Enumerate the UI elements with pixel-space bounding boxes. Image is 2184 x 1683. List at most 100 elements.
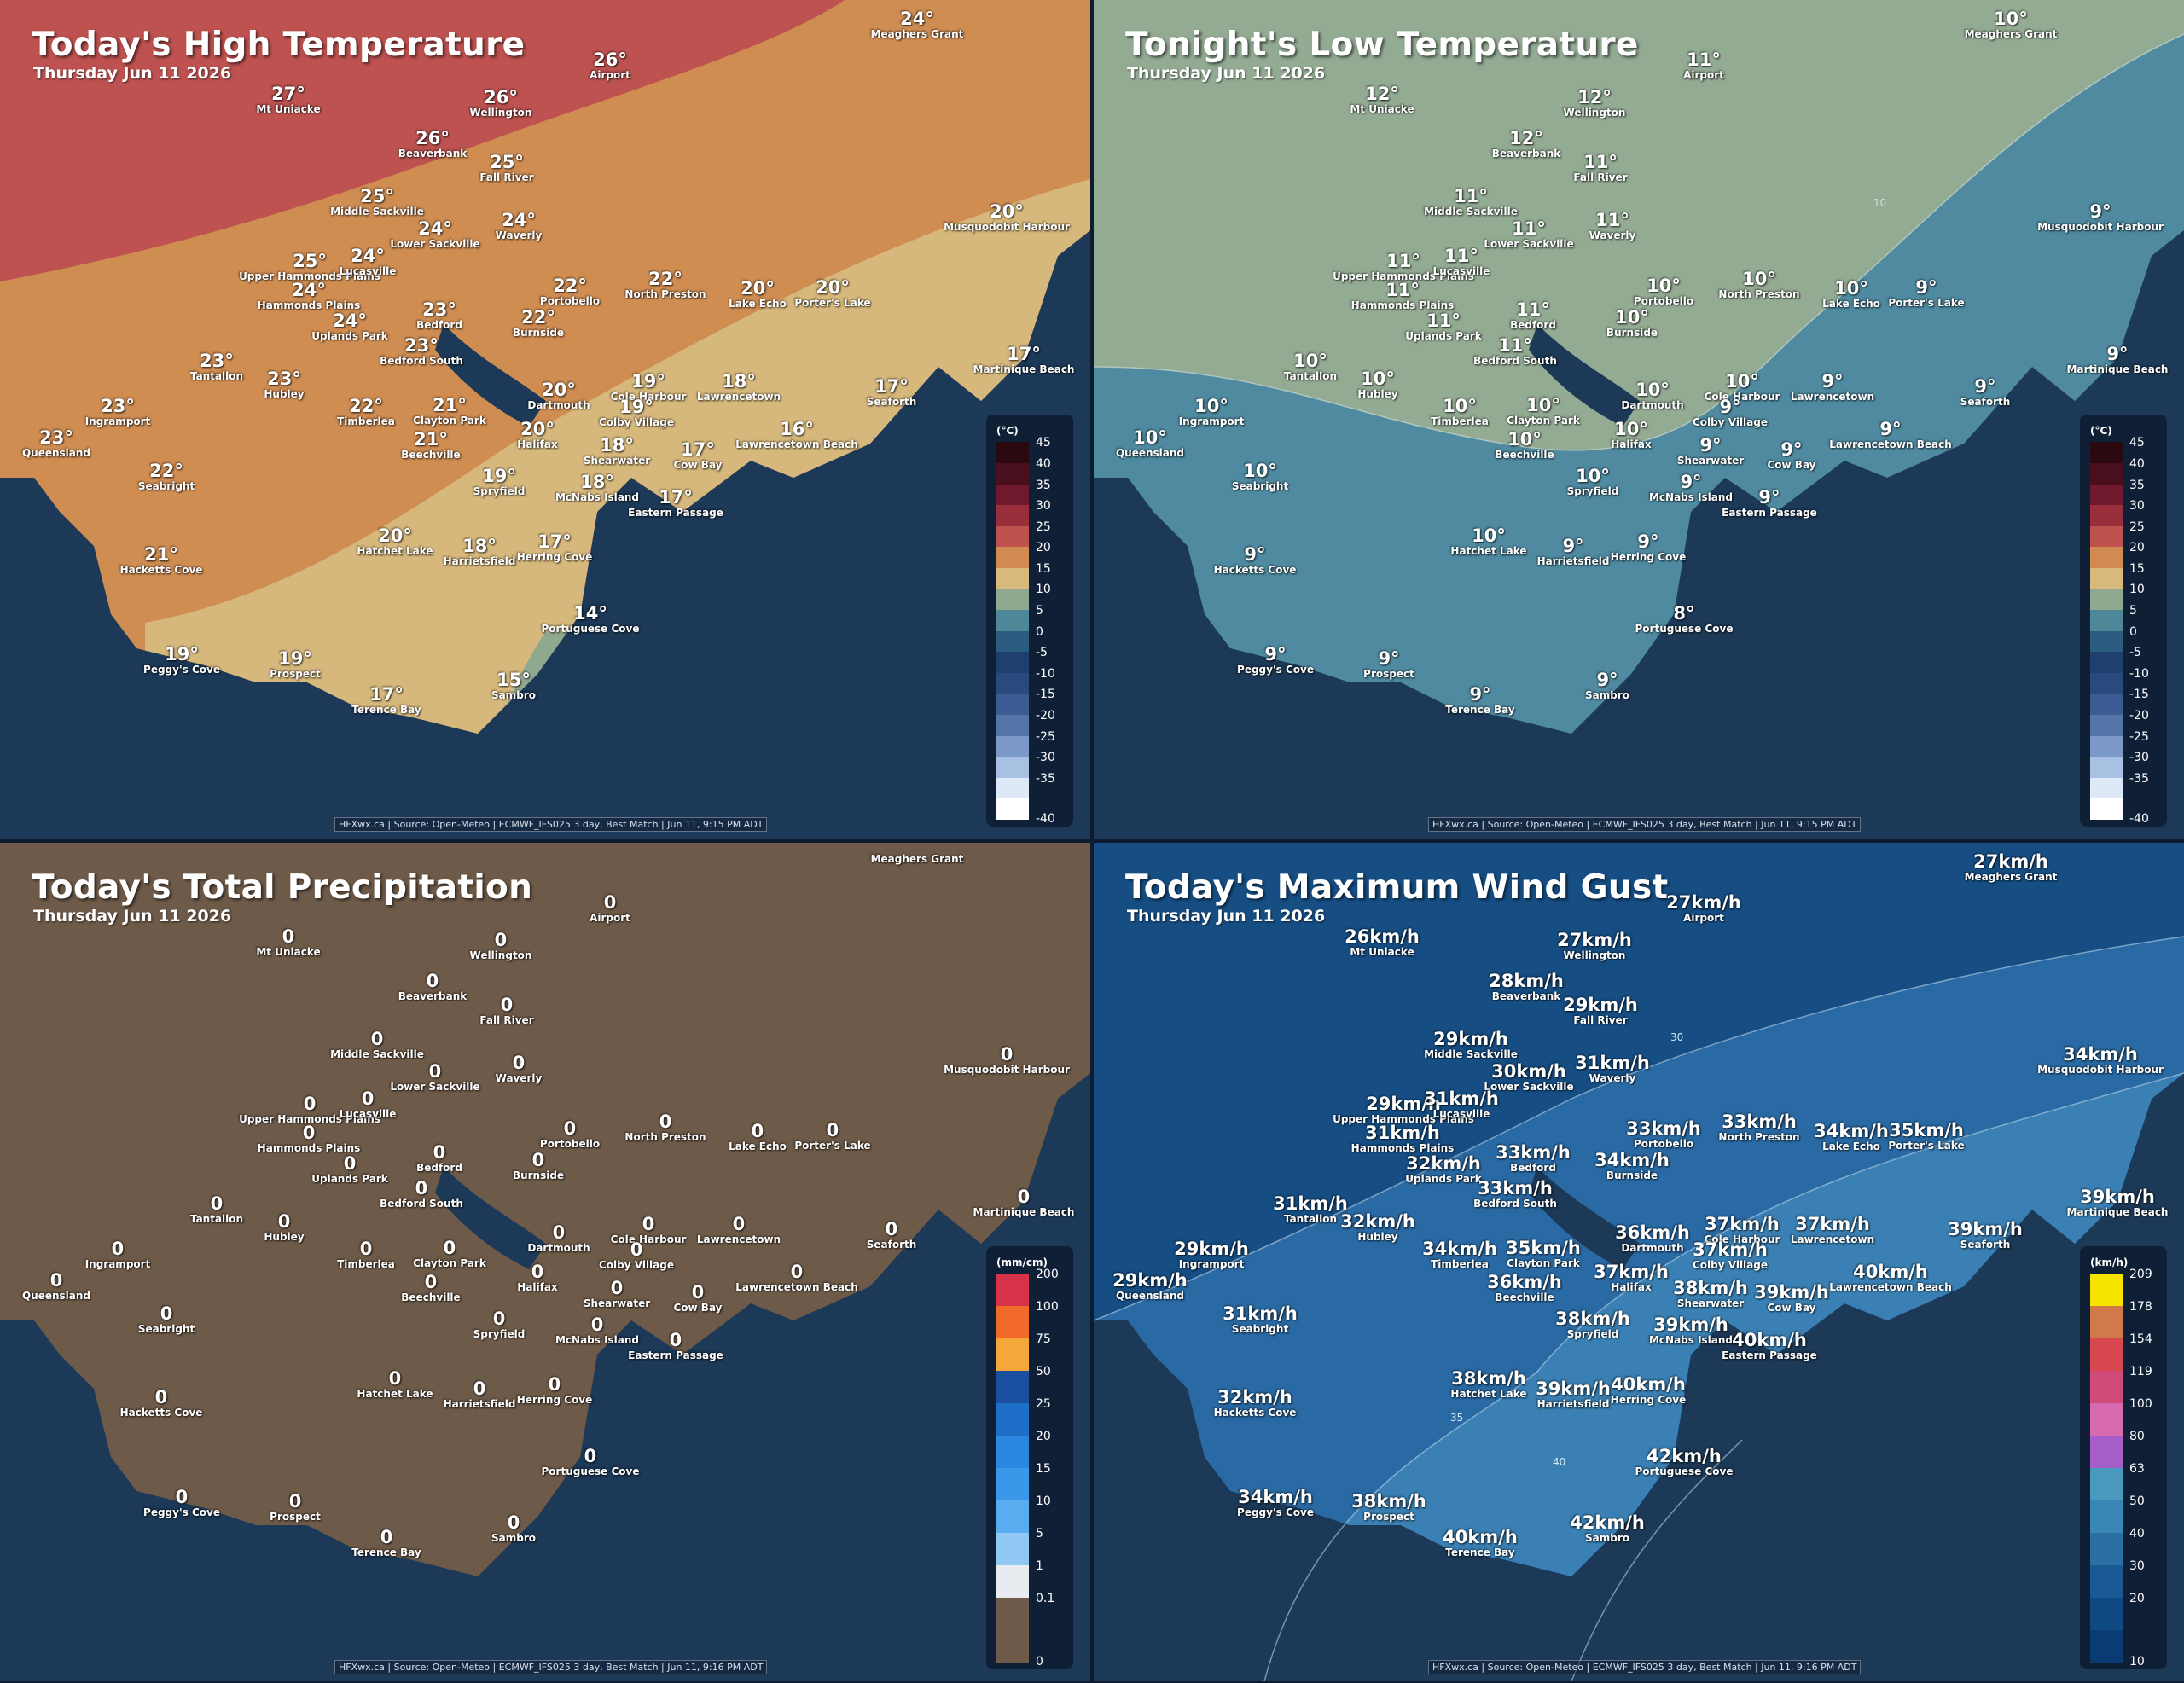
location-name: Seabright: [1231, 480, 1289, 492]
map-location-label: 39km/h Harrietsfield: [1536, 1380, 1611, 1410]
map-location-label: 11° Lower Sackville: [1484, 220, 1573, 250]
location-value: 0: [443, 1238, 456, 1258]
map-location-label: 11° Lucasville: [1433, 247, 1490, 277]
location-name: Harrietsfield: [443, 555, 516, 567]
legend-swatch: [2090, 442, 2123, 463]
location-name: Peggy's Cove: [143, 664, 220, 676]
legend-label: 20: [1036, 541, 1051, 555]
location-name: Martinique Beach: [973, 1206, 1075, 1218]
map-location-label: 0 Terence Bay: [351, 1529, 421, 1558]
source-footer: HFXwx.ca | Source: Open-Meteo | ECMWF_IF…: [1428, 1660, 1862, 1674]
location-name: Ingramport: [84, 415, 151, 427]
map-location-label: 40km/h Terence Bay: [1443, 1529, 1518, 1558]
location-value: 0: [473, 1378, 486, 1399]
map-location-label: 32km/h Hubley: [1340, 1213, 1415, 1243]
location-value: 0: [531, 1150, 545, 1170]
location-name: Middle Sackville: [1424, 206, 1518, 218]
location-name: Cow Bay: [1767, 459, 1816, 471]
map-location-label: 25° Fall River: [479, 154, 533, 183]
legend-label: 1: [1036, 1559, 1043, 1573]
legend-row: 40: [2087, 457, 2160, 485]
location-value: 0: [691, 1282, 705, 1303]
location-value: 10°: [1834, 278, 1868, 299]
location-value: 22°: [349, 396, 383, 416]
legend-row: 50: [2087, 1494, 2160, 1533]
location-value: 0: [494, 930, 508, 950]
location-name: Halifax: [517, 1281, 558, 1293]
location-name: Cow Bay: [673, 1302, 723, 1314]
location-value: 0: [424, 1272, 438, 1292]
legend-row: 178: [2087, 1300, 2160, 1338]
map-location-label: 35km/h Porter's Lake: [1888, 1122, 1964, 1152]
location-name: Hammonds Plains: [257, 1142, 361, 1154]
map-location-label: 0 Spryfield: [473, 1310, 526, 1340]
map-location-label: 0 Seaforth: [867, 1221, 917, 1251]
map-location-label: 14° Portuguese Cove: [542, 603, 640, 635]
map-location-label: 23° Bedford South: [380, 337, 463, 367]
location-value: 26°: [415, 128, 450, 148]
legend-scale: 209 178 154 119 100 80 63 50 40 30 20 10: [2087, 1268, 2160, 1668]
location-value: 14°: [573, 603, 607, 624]
location-name: Dartmouth: [527, 399, 590, 411]
map-location-label: 29km/h Fall River: [1563, 996, 1638, 1026]
map-location-label: 0 Peggy's Cove: [143, 1489, 220, 1518]
location-value: 9°: [2106, 344, 2129, 364]
map-location-label: 9° McNabs Island: [1649, 473, 1733, 503]
legend-swatch: [996, 798, 1029, 820]
map-location-label: 23° Ingramport: [85, 398, 151, 427]
location-value: 0: [210, 1193, 224, 1214]
location-value: 11°: [1516, 299, 1550, 320]
location-name: Waverly: [1589, 1072, 1636, 1084]
location-name: Terence Bay: [351, 1547, 421, 1558]
location-value: 9°: [1469, 684, 1491, 705]
map-location-label: 18° McNabs Island: [555, 473, 639, 503]
legend-row: -40: [993, 798, 1066, 826]
location-name: Lake Echo: [1822, 298, 1880, 310]
legend-swatch: [996, 1468, 1029, 1500]
location-value: 27km/h: [1973, 851, 2048, 872]
map-location-label: 25° Middle Sackville: [330, 188, 424, 218]
location-value: 19°: [631, 371, 665, 392]
location-value: 31km/h: [1223, 1303, 1298, 1324]
location-name: Wellington: [469, 949, 532, 961]
location-value: 0: [630, 1239, 643, 1260]
location-name: Meaghers Grant: [870, 853, 964, 865]
location-value: 9°: [1244, 544, 1266, 565]
map-location-label: 21° Beechville: [401, 431, 460, 461]
location-name: Meaghers Grant: [1964, 871, 2058, 883]
map-location-label: 24° Waverly: [496, 212, 543, 241]
location-name: Beaverbank: [1491, 990, 1561, 1002]
map-location-label: 42km/h Sambro: [1570, 1514, 1645, 1544]
map-location-label: 11° Uplands Park: [1405, 312, 1481, 342]
legend-label: 100: [2129, 1397, 2152, 1411]
location-name: Eastern Passage: [1722, 507, 1817, 519]
location-value: 0: [563, 1118, 577, 1139]
map-location-label: 10° Cole Harbour: [1705, 373, 1780, 403]
map-location-label: 9° Hacketts Cove: [1214, 544, 1297, 576]
location-name: Bedford South: [1473, 1198, 1557, 1210]
location-name: Musquodobit Harbour: [2037, 221, 2164, 233]
panel-title: Today's High Temperature: [32, 26, 526, 64]
legend-swatch: [2090, 589, 2123, 611]
panel-date: Thursday Jun 11 2026: [33, 64, 232, 83]
legend-scale: 200 100 75 50 25 20 15 10 5 1 0.1 0: [993, 1268, 1066, 1668]
location-name: McNabs Island: [1648, 1334, 1734, 1346]
location-name: Seaforth: [1960, 1239, 2011, 1251]
map-location-label: 38km/h Spryfield: [1555, 1310, 1630, 1340]
location-name: Porter's Lake: [794, 297, 871, 309]
legend-label: -20: [2129, 709, 2149, 723]
map-location-label: 26km/h Mt Uniacke: [1345, 928, 1420, 958]
location-name: Spryfield: [1566, 485, 1619, 497]
legend-swatch: [2090, 505, 2123, 526]
map-location-label: 0 Hatchet Lake: [357, 1370, 433, 1400]
map-location-label: 36km/h Dartmouth: [1615, 1224, 1690, 1254]
location-value: 19°: [165, 644, 199, 664]
location-value: 38km/h: [1351, 1491, 1426, 1512]
map-location-label: 0 Fall River: [479, 996, 533, 1026]
legend-row: -15: [993, 688, 1066, 716]
map-location-label: 11° Fall River: [1573, 154, 1627, 183]
legend-label: 10: [2129, 1655, 2145, 1668]
location-value: 10°: [1994, 9, 2028, 29]
map-location-label: 0 Ingramport: [85, 1240, 151, 1270]
map-location-label: 26° Airport: [590, 51, 630, 81]
